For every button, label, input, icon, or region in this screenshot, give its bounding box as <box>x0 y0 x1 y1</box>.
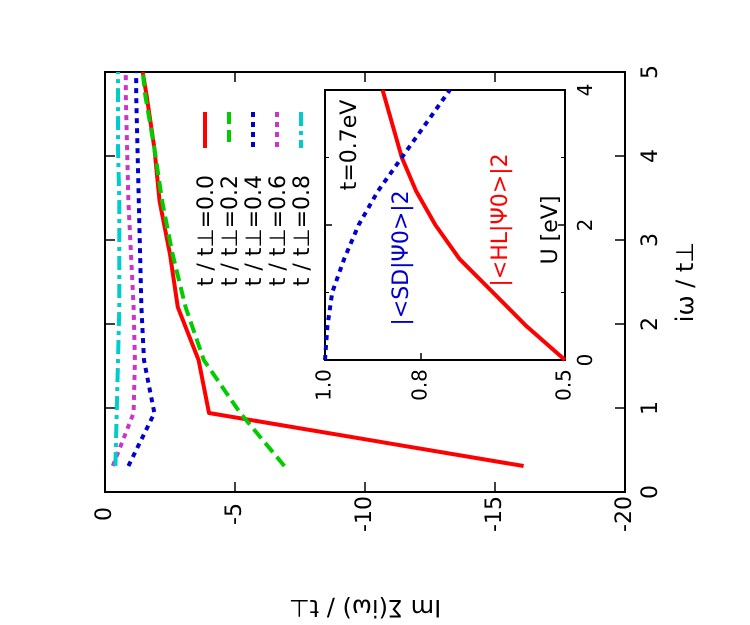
x-tick-label: 0 <box>638 485 663 499</box>
x-tick-label: 4 <box>638 149 663 163</box>
inset-frame <box>324 89 566 361</box>
inset-series-line-0 <box>380 89 567 362</box>
series-line-3 <box>110 72 137 467</box>
legend-label: t / t⊥=0.8 <box>290 175 315 286</box>
x-tick-label: 2 <box>638 317 663 331</box>
inset-y-tick-label: 0.5 <box>552 369 576 401</box>
inset-x-tick-label: 0 <box>573 354 597 367</box>
legend-label: t / t⊥=0.0 <box>194 175 219 286</box>
main-series-group <box>110 71 524 468</box>
inset-x-tick-label: 4 <box>573 84 597 97</box>
x-tick-label: 5 <box>638 65 663 79</box>
y-axis-title: Im Σ(iω) / t⊥ <box>289 594 441 622</box>
inset-series-group <box>323 88 567 362</box>
y-tick-label: -15 <box>482 496 507 532</box>
inset-series-line-1 <box>323 88 452 361</box>
legend-label: t / t⊥=0.4 <box>242 175 267 286</box>
main-axis-ticks: 0 1 2 3 4 5 0 -5 -10 -15 -20 <box>92 65 663 532</box>
y-tick-label: -5 <box>222 503 247 525</box>
x-axis-title: iω / t⊥ <box>671 242 699 322</box>
series-line-2 <box>126 72 157 467</box>
x-tick-label: 1 <box>638 401 663 415</box>
y-tick-label: 0 <box>92 507 117 521</box>
legend-label: t / t⊥=0.6 <box>266 175 291 286</box>
inset-x-tick-label: 2 <box>573 219 597 232</box>
inset-y-tick-label: 0.8 <box>408 369 432 401</box>
legend-label: t / t⊥=0.2 <box>218 175 243 286</box>
inset-x-title: U [eV] <box>538 196 563 265</box>
inset-hl-label: |<HL|Ψ0>|2 <box>488 153 513 286</box>
x-tick-label: 3 <box>638 233 663 247</box>
series-line-1 <box>140 71 286 468</box>
y-tick-label: -20 <box>612 496 637 532</box>
inset-y-tick-label: 1.0 <box>312 369 336 401</box>
legend: t / t⊥=0.0 t / t⊥=0.2 t / t⊥=0.4 t / t⊥=0.6… <box>194 112 315 286</box>
y-tick-label: -10 <box>352 496 377 532</box>
series-line-4 <box>113 72 122 467</box>
inset-annotation: t=0.7eV <box>337 100 362 191</box>
inset-axis-ticks: 0 2 4 1.0 0.8 0.5 <box>312 84 598 401</box>
inset-sd-label: |<SD|Ψ0>|2 <box>389 190 414 325</box>
